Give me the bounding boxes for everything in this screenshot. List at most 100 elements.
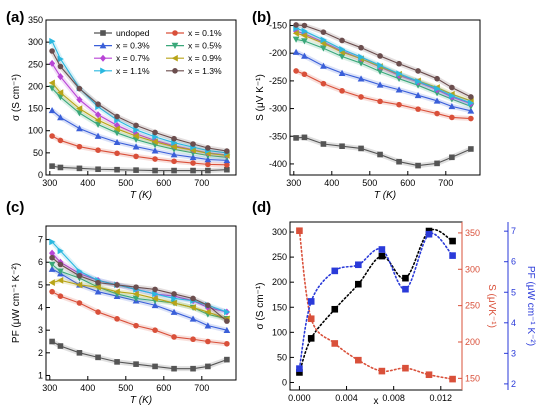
legend-label: x = 0.1% [188, 28, 222, 38]
trend-line [298, 229, 454, 380]
data-point [49, 59, 56, 67]
y-axis-label: σ (S cm⁻¹) [11, 74, 22, 121]
data-point [224, 308, 231, 316]
data-point [94, 288, 102, 295]
x-tick-label: 500 [362, 178, 377, 188]
plot-frame [289, 221, 463, 391]
data-point [396, 60, 402, 67]
y-tick-label: 150 [465, 373, 480, 383]
x-tick-label: 0.008 [382, 393, 405, 403]
data-point [152, 129, 158, 136]
data-point [223, 326, 231, 333]
data-point [57, 89, 64, 96]
data-point [320, 39, 327, 47]
panel-label: (a) [6, 9, 24, 26]
data-point [301, 22, 308, 29]
data-point [338, 53, 346, 60]
data-point [434, 110, 440, 117]
x-tick-label: 500 [118, 383, 133, 393]
y-tick-label: 2 [511, 379, 516, 389]
data-point [449, 237, 456, 245]
x-tick-label: 700 [194, 383, 209, 393]
data-point [357, 60, 365, 67]
data-point [307, 335, 315, 342]
data-point [293, 68, 299, 74]
data-point [152, 286, 158, 293]
y-axis-right-inner: 150 200 250 300 350 S (μVK⁻¹) [458, 222, 497, 390]
data-point [415, 162, 421, 169]
data-point [320, 36, 327, 44]
y-tick-label: 6 [38, 257, 43, 267]
data-point [338, 69, 346, 76]
series-x-0-1- [49, 288, 230, 347]
data-point [189, 146, 196, 154]
data-point [377, 151, 383, 158]
data-point [133, 167, 139, 173]
data-point [339, 45, 346, 53]
data-point [76, 165, 83, 172]
y-tick-label: 5 [38, 280, 43, 290]
data-point [205, 161, 211, 168]
y-tick-label: 6 [511, 257, 516, 267]
data-point [301, 32, 308, 39]
x-tick-label: 500 [118, 178, 133, 188]
data-point [320, 141, 327, 147]
data-point [152, 156, 158, 162]
data-point [224, 148, 230, 154]
panel-label: (c) [6, 199, 24, 216]
data-point [377, 53, 383, 59]
data-point [57, 343, 64, 349]
data-point [94, 132, 102, 139]
y-tick-label: 200 [272, 277, 287, 287]
data-point [292, 29, 299, 37]
data-point [49, 288, 55, 295]
data-point [132, 132, 139, 140]
data-point [49, 338, 55, 345]
legend-marker [99, 42, 107, 49]
data-point [320, 80, 327, 87]
data-point [205, 145, 211, 151]
data-point [415, 106, 421, 112]
data-point [396, 158, 402, 165]
data-point [48, 106, 56, 114]
series-x-1-3- [49, 254, 230, 324]
y-tick-label: 7 [38, 235, 43, 245]
data-point [205, 363, 211, 370]
data-point [133, 284, 139, 290]
y-tick-label: 200 [28, 81, 43, 91]
data-point [57, 247, 64, 255]
y-tick-label: 3 [38, 325, 43, 335]
y-tick-label: 150 [272, 302, 287, 312]
legend-marker [172, 68, 178, 74]
data-point [433, 90, 441, 97]
data-point [204, 308, 211, 316]
data-point [376, 68, 384, 75]
data-point [425, 371, 433, 379]
data-point [414, 91, 422, 99]
series-seebeck [296, 227, 456, 383]
data-point [171, 167, 177, 174]
plot-frame [45, 19, 237, 176]
y-axis-label: S (μV K⁻¹) [255, 74, 266, 121]
data-point [76, 300, 83, 306]
series-x-0-1- [293, 68, 474, 122]
data-point [377, 98, 383, 105]
data-point [133, 122, 139, 129]
y-tick-label: 100 [28, 126, 43, 136]
data-point [395, 86, 403, 93]
data-point [171, 334, 177, 340]
data-point [49, 37, 56, 45]
x-tick-label: 400 [80, 383, 95, 393]
data-point [76, 85, 83, 92]
data-point [433, 97, 441, 104]
data-point [402, 285, 409, 293]
data-point [57, 94, 64, 101]
data-point [468, 94, 474, 100]
data-point [449, 114, 455, 121]
data-point [48, 79, 55, 87]
legend-label: undoped [116, 28, 150, 38]
trend-line [298, 228, 454, 374]
data-point [132, 295, 140, 302]
data-point [76, 350, 83, 356]
